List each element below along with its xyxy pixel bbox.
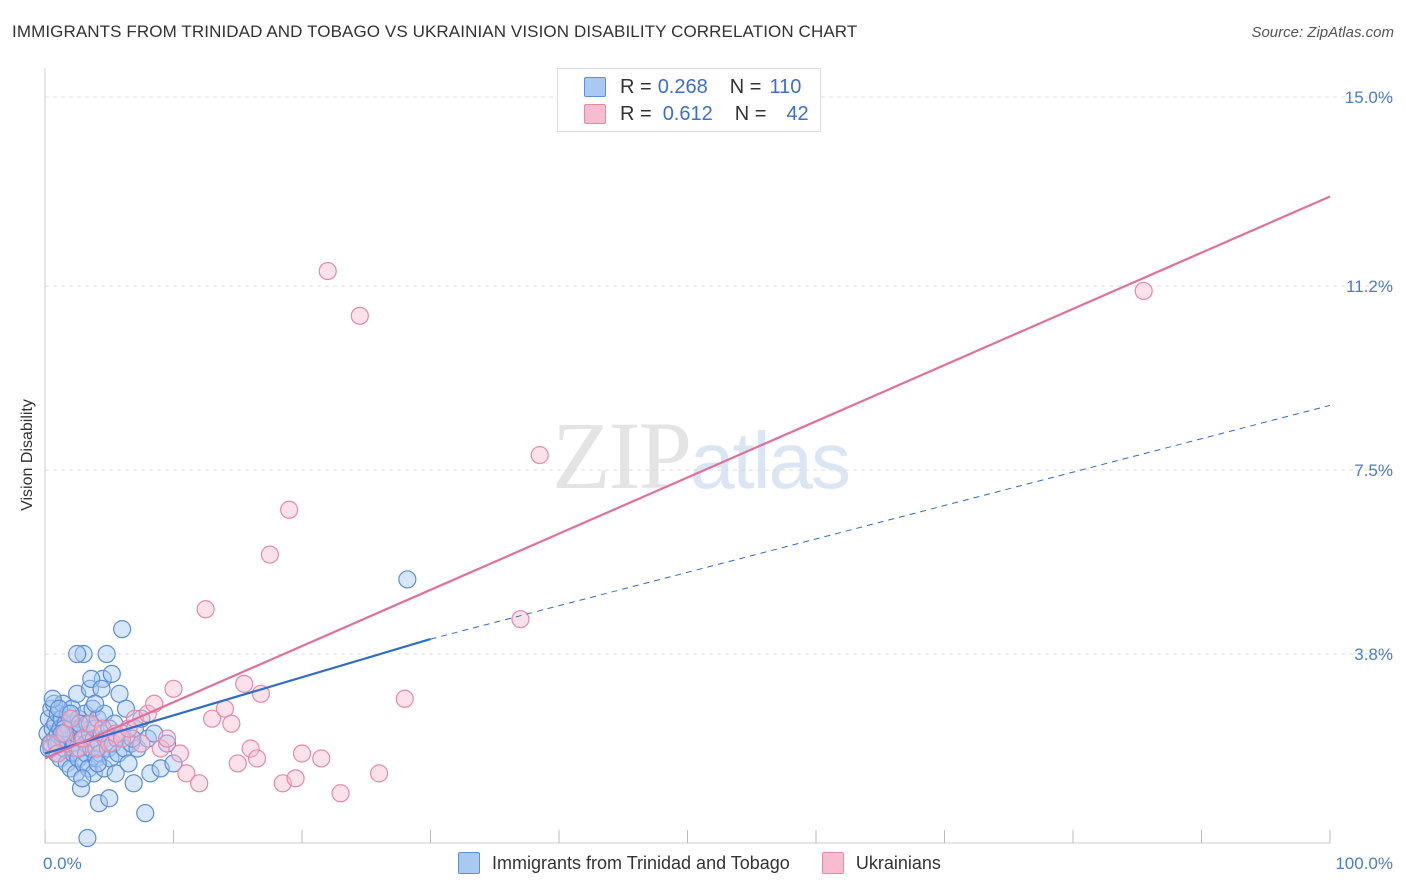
- trinidad-point: [84, 764, 103, 783]
- legend-item-trinidad[interactable]: Immigrants from Trinidad and Tobago: [458, 852, 790, 874]
- trinidad-point: [164, 754, 183, 773]
- x-tick-label: 0.0%: [43, 854, 82, 873]
- legend-n-value: 42: [786, 102, 809, 125]
- legend-swatch-trinidad: [458, 852, 480, 874]
- ukrainian-point: [235, 674, 254, 693]
- trinidad-point: [398, 570, 417, 589]
- trinidad-point: [86, 694, 105, 713]
- ukrainian-point: [241, 739, 260, 758]
- gridlines: [45, 96, 1392, 655]
- legend-swatch-ukrainian: [584, 104, 606, 124]
- legend-r-value: 0.612: [662, 102, 713, 125]
- ukrainian-trend-line: [44, 195, 1331, 760]
- ukrainian-point: [247, 749, 267, 768]
- trinidad-point: [78, 828, 97, 848]
- legend-swatch-trinidad: [584, 77, 606, 97]
- legend-n-label: N =: [729, 75, 762, 98]
- ukrainian-point: [292, 744, 312, 763]
- trinidad-point: [79, 759, 98, 778]
- legend-n-value: 110: [769, 75, 802, 98]
- y-tick-label: 7.5%: [1354, 461, 1393, 480]
- trinidad-point: [116, 699, 136, 718]
- ukrainian-point: [196, 600, 215, 619]
- ukrainian-point: [164, 679, 183, 698]
- trinidad-point: [50, 699, 69, 718]
- ukrainian-point: [331, 784, 350, 803]
- legend-item-ukrainian[interactable]: Ukrainians: [821, 852, 941, 874]
- trinidad-point: [102, 664, 121, 684]
- watermark-zip: ZIP: [552, 402, 692, 509]
- trinidad-point: [124, 774, 143, 793]
- ukrainian-point: [177, 764, 196, 783]
- trinidad-point: [123, 729, 142, 748]
- legend-r-value: 0.268: [657, 75, 708, 98]
- trinidad-point: [68, 644, 87, 664]
- trinidad-point: [141, 764, 160, 783]
- ukrainian-point: [350, 306, 369, 325]
- ukrainian-point: [280, 500, 299, 519]
- ukrainian-point: [151, 739, 170, 758]
- trinidad-point: [112, 620, 132, 639]
- ukrainian-point: [170, 744, 190, 763]
- ukrainian-point: [318, 261, 337, 281]
- ukrainian-point: [190, 774, 209, 793]
- series-ukrainian-points: [42, 261, 1153, 803]
- source-label: Source: ZipAtlas.com: [1251, 24, 1394, 41]
- trinidad-point: [83, 699, 102, 718]
- trinidad-point: [70, 714, 89, 733]
- legend-n-label: N =: [734, 102, 767, 125]
- trinidad-point: [77, 744, 96, 763]
- legend-row-trinidad: R = 0.268 N = 110: [584, 75, 801, 99]
- trend-lines: [44, 195, 1331, 760]
- ukrainian-point: [530, 445, 549, 465]
- ukrainian-point: [157, 729, 177, 748]
- ukrainian-point: [370, 764, 389, 783]
- trinidad-point: [61, 704, 80, 723]
- x-tick-label: 100.0%: [1335, 854, 1393, 873]
- legend-label-trinidad: Immigrants from Trinidad and Tobago: [492, 852, 790, 873]
- watermark: ZIPatlas: [552, 400, 851, 511]
- trinidad-point: [106, 764, 125, 783]
- trinidad-point: [119, 754, 138, 773]
- trinidad-point: [100, 789, 119, 808]
- ukrainian-point: [61, 709, 80, 728]
- trinidad-point: [73, 769, 92, 788]
- series-legend: Immigrants from Trinidad and Tobago Ukra…: [458, 852, 973, 874]
- trinidad-point: [136, 804, 155, 823]
- trinidad-point: [97, 644, 116, 664]
- legend-r-label: R =: [620, 102, 652, 125]
- ukrainian-point: [511, 610, 530, 629]
- ukrainian-point: [222, 714, 241, 733]
- trinidad-point: [89, 794, 109, 813]
- trinidad-point: [74, 644, 93, 664]
- y-tick-label: 11.2%: [1346, 277, 1393, 296]
- ukrainian-point: [312, 749, 331, 768]
- correlation-legend: R = 0.268 N = 110 R = 0.612 N = 42: [557, 68, 821, 132]
- ukrainian-point: [228, 754, 247, 773]
- ukrainian-point: [260, 545, 279, 564]
- trinidad-trend-line: [44, 638, 431, 755]
- y-tick-label: 15.0%: [1345, 88, 1393, 107]
- chart-title: IMMIGRANTS FROM TRINIDAD AND TOBAGO VS U…: [12, 22, 858, 41]
- legend-swatch-ukrainian: [821, 852, 844, 874]
- legend-r-label: R =: [620, 75, 652, 98]
- ukrainian-point: [395, 689, 414, 708]
- ukrainian-point: [132, 734, 151, 753]
- trinidad-point: [88, 754, 107, 773]
- ukrainian-point: [202, 709, 222, 728]
- trinidad-trend-extension: [430, 404, 1331, 640]
- ukrainian-point: [286, 769, 305, 788]
- tick-labels: 3.8% 7.5% 11.2% 15.0% 0.0% 100.0%: [43, 88, 1393, 873]
- watermark-atlas: atlas: [690, 416, 851, 505]
- ukrainian-point: [1134, 281, 1153, 301]
- y-tick-label: 3.8%: [1354, 645, 1393, 664]
- trinidad-point: [43, 689, 62, 708]
- legend-row-ukrainian: R = 0.612 N = 42: [584, 102, 809, 126]
- legend-label-ukrainian: Ukrainians: [855, 852, 941, 873]
